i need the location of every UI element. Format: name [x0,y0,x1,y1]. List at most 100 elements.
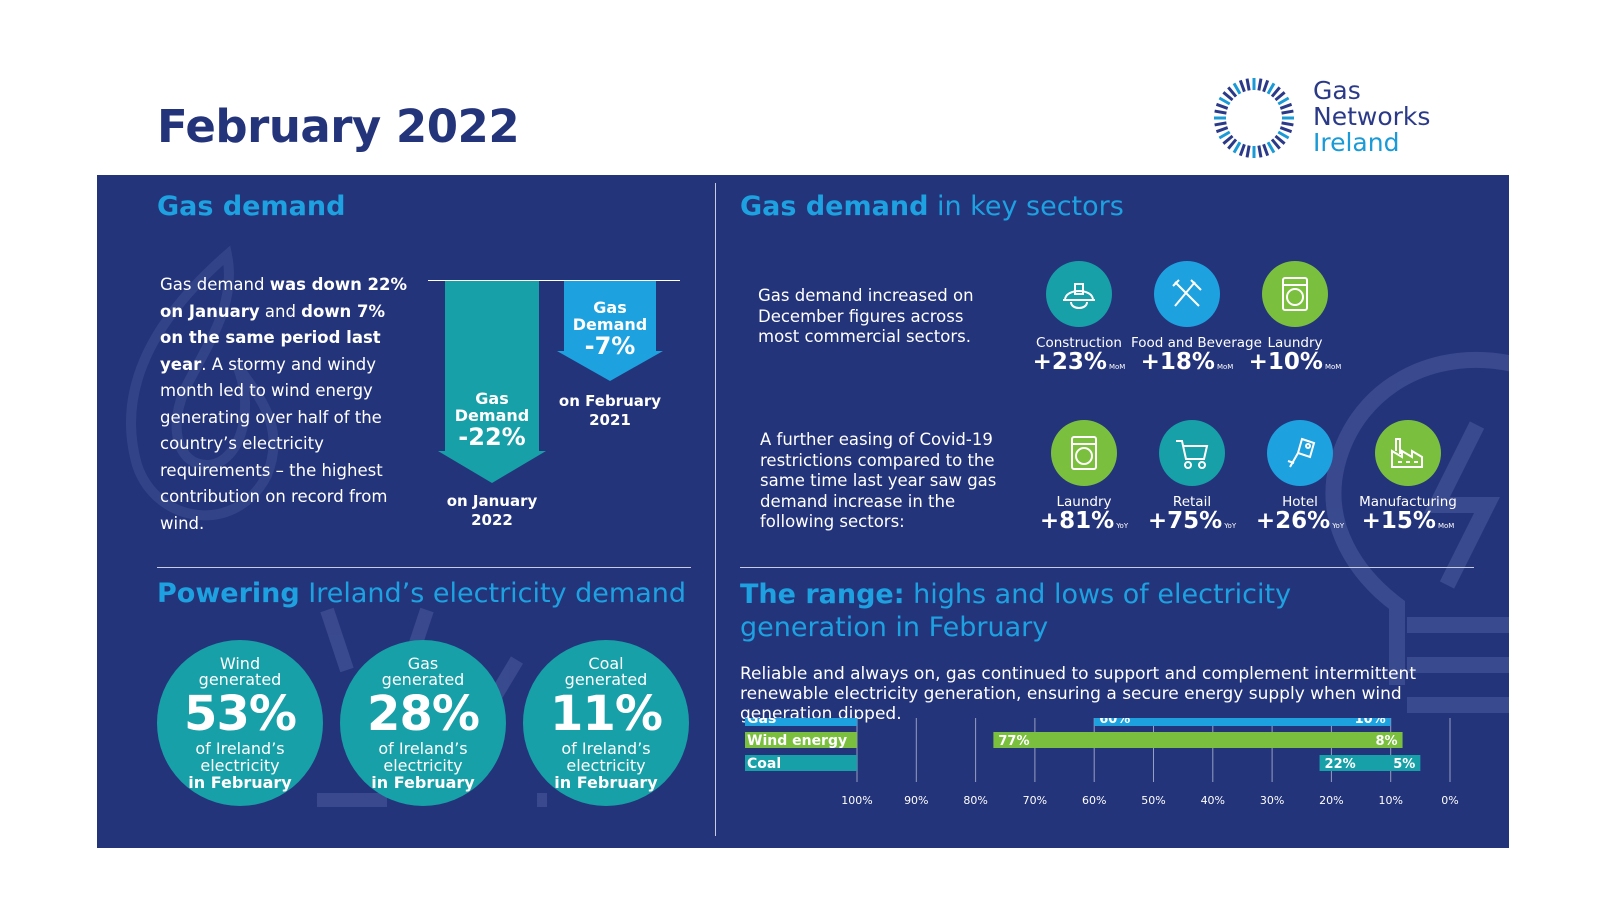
sector-name: Laundry [1056,494,1112,510]
logo-ring-segment [1238,143,1246,157]
sector-name: Manufacturing [1359,494,1457,510]
vertical-divider [715,183,716,836]
sector-food-and-beverage: Food and Beverage +18% MoM [1131,261,1262,375]
sector-value: +26% YoY [1255,508,1345,534]
logo-ring-segment [1274,91,1286,102]
coal-percentage: 11% [550,686,663,742]
sector-retail: Retail +75% YoY [1136,420,1248,534]
chart-category-label: Gas [747,718,776,727]
sector-value: +10% MoM [1248,349,1342,375]
gas-demand-text: Gas demand was down 22% on January and d… [160,275,408,533]
range-title: The range: highs and lows of electricity… [740,579,1292,643]
sector-construction: Construction +23% MoM [1023,261,1135,375]
factory-icon [1391,438,1423,468]
logo-ring-segment [1227,138,1238,150]
logo-ring-segment [1232,141,1242,154]
january-caption: on January 2022 [446,492,538,529]
range-chart: 100% 90% 80% 70% 60% 50% 40% 30% 20% 10% 0% Gas 60% 1… [745,718,1459,807]
sector-laundry-yoy: Laundry +81% YoY [1028,420,1140,534]
chart-category-strip [745,718,857,726]
chart-tick-label: 10% [1378,794,1402,807]
sector-icon-circle [1046,261,1112,327]
sector-value: +23% MoM [1032,349,1126,375]
logo-ring-segment [1214,109,1227,115]
chart-tick-label: 60% [1082,794,1106,807]
gas-percentage: 28% [367,686,480,742]
logo-ring-segment [1270,138,1281,150]
logo-ring-segment [1232,82,1242,95]
chart-category-strip [745,732,857,748]
hotel-key-icon [1287,437,1316,468]
arrow-january-value: -22% [458,423,526,451]
washing-machine-icon [1071,436,1097,470]
logo-ring-segment [1245,78,1251,91]
sector-name: Food and Beverage [1131,335,1262,351]
page-title: February 2022 [157,100,520,153]
coal-generated-circle: Coal generated 11% of Ireland’s electric… [523,640,689,806]
cutlery-icon [1172,279,1202,307]
chart-range-bar [1094,718,1391,726]
chart-high-label: 22% [1325,757,1356,772]
logo: Gas Networks Ireland [1313,78,1430,156]
divider-right [740,567,1474,568]
sector-icon-circle [1159,420,1225,486]
logo-ring-segment [1270,86,1281,98]
logo-ring-segment [1215,102,1229,110]
range-description: Reliable and always on, gas continued to… [740,664,1416,724]
arrow-january-label: Gas Demand -22% [438,390,546,450]
gas-generated-circle: Gas generated 28% of Ireland’s electrici… [340,640,506,806]
sector-value: +15% MoM [1361,508,1455,534]
logo-ring-segment [1279,102,1293,110]
sector-name: Hotel [1282,494,1318,510]
gas-demand-title: Gas demand [157,191,346,222]
logo-line-2: Networks [1313,102,1431,131]
logo-ring-segment [1257,145,1263,158]
chart-range-bar [1319,755,1421,771]
chart-low-label: 8% [1375,734,1397,749]
arrow-february-label: Gas Demand -7% [557,299,663,359]
arrow-february-value: -7% [584,332,636,360]
chart-low-label: 5% [1393,757,1415,772]
logo-ring-segment [1281,109,1294,115]
logo-ring-segment [1281,121,1294,127]
sector-icon-circle [1262,261,1328,327]
sector-laundry-mom: Laundry +10% MoM [1239,261,1351,375]
logo-ring-segment [1227,86,1238,98]
logo-ring-segment [1277,96,1290,106]
logo-ring-segment [1218,96,1231,106]
sector-name: Retail [1172,494,1212,510]
logo-ring-segment [1262,143,1270,157]
logo-ring-segment [1266,82,1276,95]
chart-high-label: 77% [998,734,1029,749]
wind-percentage: 53% [184,686,297,742]
sector-icon-circle [1154,261,1220,327]
flame-watermark-icon [126,245,279,521]
logo-ring-segment [1257,78,1263,91]
sector-name: Construction [1036,335,1122,351]
chart-tick-label: 50% [1141,794,1165,807]
sector-icon-circle [1051,420,1117,486]
washing-machine-icon [1282,277,1308,311]
chart-tick-label: 30% [1260,794,1284,807]
chart-tick-label: 20% [1319,794,1343,807]
arrow-february [557,281,663,381]
logo-ring-segment [1238,79,1246,93]
logo-ring-segment [1222,91,1234,102]
arrow-january [438,281,546,483]
arrows-baseline [428,280,680,281]
bulb-plug-watermark-icon [1325,351,1509,713]
logo-ring-segment [1245,145,1251,158]
logo-ring-segment [1222,134,1234,145]
logo-ring-segment [1214,121,1227,127]
wind-generated-circle: Wind generated 53% of Ireland’s electric… [157,640,323,806]
chart-tick-label: 70% [1023,794,1047,807]
chart-category-label: Coal [747,756,781,772]
sector-hotel: Hotel +26% YoY [1244,420,1356,534]
logo-ring-segment [1274,134,1286,145]
chart-tick-label: 100% [841,794,872,807]
logo-ring-segment [1215,126,1229,134]
sector-value: +75% YoY [1147,508,1237,534]
logo-ring-segment [1218,130,1231,140]
sector-icon-circle [1267,420,1333,486]
shopping-cart-icon [1176,440,1209,469]
